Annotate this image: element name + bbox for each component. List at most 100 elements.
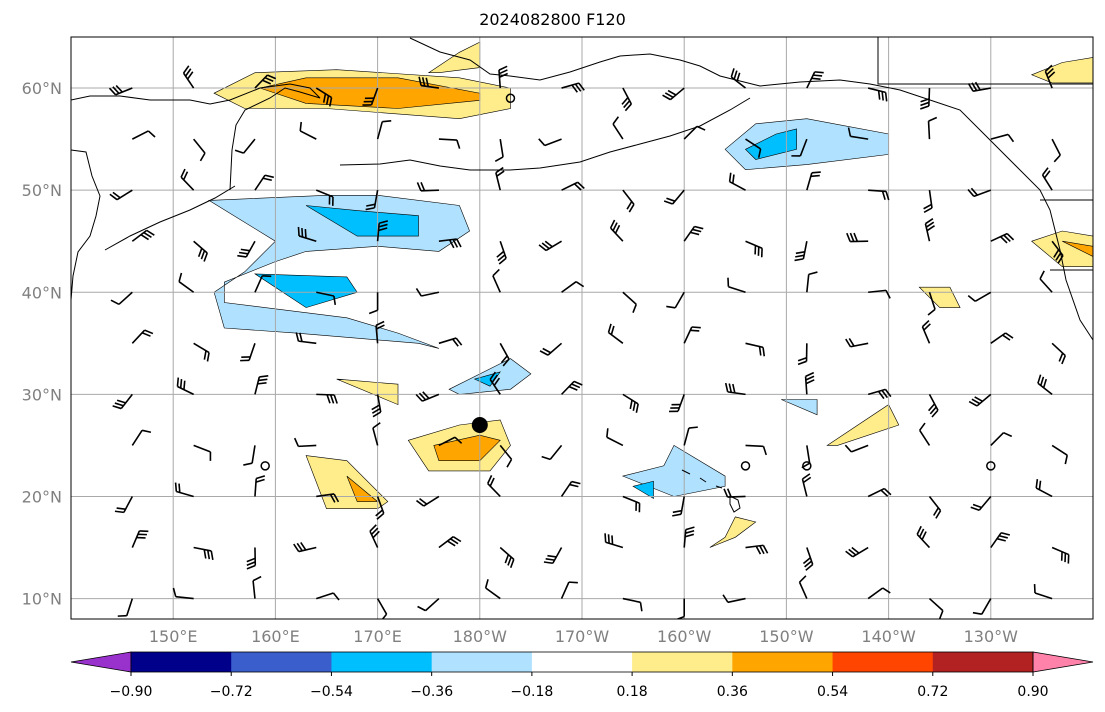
wind-barb — [806, 271, 818, 293]
barb-staff — [118, 291, 133, 305]
wind-barb — [560, 581, 578, 599]
barb-feather — [267, 74, 277, 80]
barb-feather — [258, 378, 268, 382]
barb-feather — [672, 509, 682, 514]
barb-feather — [884, 92, 888, 102]
barb-feather — [375, 320, 385, 327]
barb-feather — [970, 187, 978, 196]
wind-barb — [316, 592, 340, 601]
barb-feather — [378, 223, 388, 228]
barb-feather — [884, 388, 892, 398]
barb-feather — [685, 529, 695, 534]
wind-barb — [254, 174, 274, 191]
barb-feather — [372, 422, 381, 429]
barb-feather — [610, 325, 615, 335]
barb-feather — [920, 98, 930, 103]
barb-feather — [418, 392, 427, 401]
barb-feather — [692, 228, 702, 233]
wind-barb — [797, 343, 808, 366]
barb-feather — [614, 224, 621, 234]
wind-barb — [114, 496, 134, 514]
barb-feather — [455, 337, 463, 346]
wind-barb — [921, 319, 931, 344]
barb-feather — [425, 77, 430, 87]
wind-barb — [372, 422, 381, 446]
wind-barb — [612, 116, 624, 140]
barb-feather — [1002, 334, 1011, 341]
barb-feather — [538, 244, 547, 252]
wind-barb — [794, 241, 808, 262]
wind-barb — [237, 240, 256, 258]
barb-feather — [923, 323, 931, 331]
wind-barb — [131, 530, 149, 548]
barb-feather — [257, 382, 267, 385]
barb-feather — [938, 610, 944, 619]
wind-barb — [867, 487, 892, 498]
wind-barb — [293, 542, 317, 553]
colorbar-extend-low — [70, 651, 132, 673]
barb-staff — [745, 444, 764, 448]
barb-feather — [723, 488, 729, 498]
barb-feather — [611, 535, 614, 545]
barb-feather — [925, 221, 935, 228]
barb-feather — [333, 295, 337, 306]
barb-feather — [755, 545, 762, 555]
barb-feather — [293, 437, 300, 447]
wind-barb — [193, 546, 214, 560]
wind-barb — [683, 326, 701, 344]
colorbar-label: −0.54 — [310, 684, 353, 700]
barb-feather — [415, 288, 422, 297]
wind-barb — [1051, 138, 1062, 163]
barb-feather — [845, 338, 852, 348]
barb-feather — [802, 557, 811, 565]
wind-barb — [745, 444, 768, 456]
barb-staff — [990, 432, 1005, 446]
barb-feather — [688, 426, 698, 429]
barb-feather — [183, 380, 186, 390]
wind-barb — [484, 579, 501, 600]
wind-barb — [316, 493, 340, 503]
barb-feather — [573, 380, 583, 386]
barb-feather — [795, 254, 805, 258]
wind-barb — [376, 598, 388, 619]
barb-feather — [369, 524, 377, 532]
longitude-labels: 150°E 160°E 170°E 180°W 170°W 160°W 150°W 140°W… — [149, 627, 1018, 646]
barb-feather — [621, 97, 629, 105]
wind-barb — [622, 597, 643, 612]
plot-frame — [70, 36, 1094, 620]
barb-feather — [736, 72, 741, 82]
barb-feather — [1043, 170, 1051, 179]
barb-feather — [116, 507, 126, 510]
wind-barb — [375, 320, 385, 344]
barb-feather — [452, 338, 459, 347]
barb-feather — [238, 251, 249, 255]
barb-feather — [293, 543, 300, 553]
barb-feather — [797, 356, 807, 362]
barb-feather — [365, 207, 375, 211]
barb-feather — [449, 538, 459, 545]
wind-barb — [131, 429, 152, 446]
barb-feather — [112, 405, 122, 410]
barb-feather — [635, 403, 639, 413]
barb-feather — [1058, 352, 1064, 362]
wind-barb — [1051, 240, 1064, 264]
barb-feather — [623, 100, 631, 109]
barb-feather — [880, 489, 889, 497]
barb-feather — [759, 545, 765, 555]
barb-feather — [366, 203, 376, 207]
barb-feather — [877, 390, 885, 400]
barb-feather — [454, 436, 463, 444]
barb-feather — [794, 258, 804, 262]
barb-feather — [147, 130, 156, 138]
barb-feather — [1053, 249, 1060, 258]
barb-feather — [1064, 455, 1068, 465]
barb-feather — [690, 231, 700, 236]
wind-barb — [316, 291, 337, 306]
barb-feather — [802, 476, 812, 484]
barb-feather — [489, 477, 495, 487]
barb-staff — [560, 581, 570, 599]
barb-feather — [684, 533, 695, 538]
barb-staff — [919, 429, 931, 446]
barb-feather — [666, 197, 676, 202]
